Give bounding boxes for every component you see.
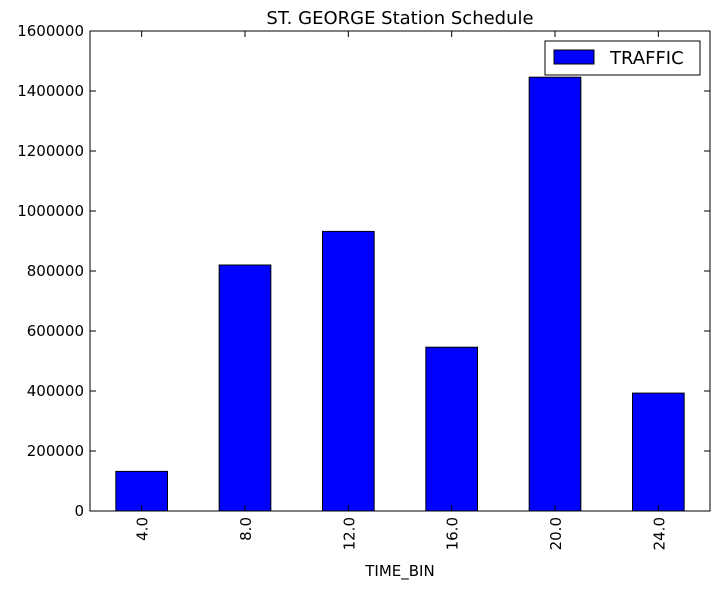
- bar-16-0: [425, 346, 479, 512]
- y-axis: 0 200000 400000 600000 800000 1000000 1200000 1…: [17, 22, 710, 520]
- bar-8-0: [218, 264, 272, 512]
- y-tick-label: 1400000: [17, 82, 84, 100]
- y-tick-label: 400000: [27, 382, 84, 400]
- x-axis: 4.0 8.0 12.0 16.0 20.0 24.0: [134, 31, 668, 550]
- y-tick-label: 600000: [27, 322, 84, 340]
- bars-group: [115, 76, 685, 512]
- plot-frame: [89, 30, 711, 512]
- y-tick-label: 1200000: [17, 142, 84, 160]
- bar-20-0: [528, 76, 582, 512]
- x-tick-label: 16.0: [444, 517, 462, 550]
- y-tick-label: 200000: [27, 442, 84, 460]
- y-tick-label: 1600000: [17, 22, 84, 40]
- x-tick-label: 20.0: [547, 517, 565, 550]
- chart-title: ST. GEORGE Station Schedule: [266, 8, 533, 29]
- bar-24-0: [632, 392, 685, 512]
- x-tick-label: 24.0: [650, 517, 668, 550]
- bar-4-0: [115, 470, 169, 512]
- legend-label-traffic: TRAFFIC: [609, 48, 684, 69]
- y-tick-label: 800000: [27, 262, 84, 280]
- y-tick-label: 1000000: [17, 202, 84, 220]
- x-tick-label: 12.0: [340, 517, 358, 550]
- y-tick-label: 0: [74, 502, 84, 520]
- x-tick-label: 4.0: [134, 517, 152, 541]
- bar-12-0: [322, 230, 375, 512]
- x-axis-label: TIME_BIN: [364, 562, 434, 581]
- legend: TRAFFIC: [544, 40, 701, 76]
- legend-swatch-traffic: [553, 49, 595, 65]
- x-tick-label: 8.0: [237, 517, 255, 541]
